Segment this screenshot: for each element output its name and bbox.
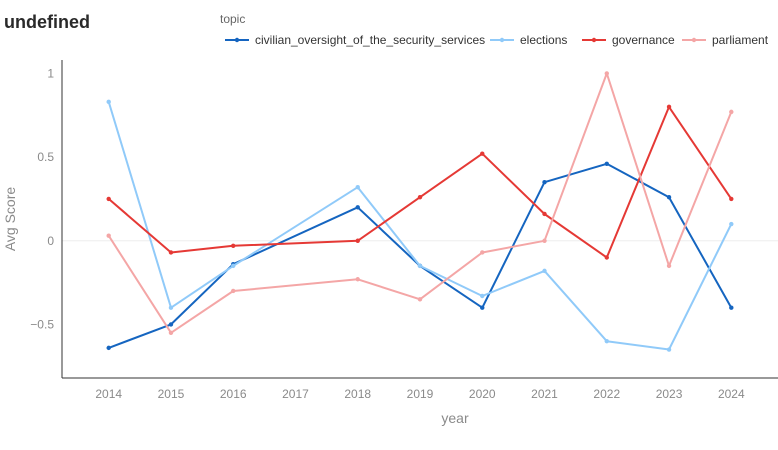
data-point-2-9[interactable] (729, 196, 734, 202)
x-tick-label-2: 2016 (220, 387, 247, 401)
legend-item-1[interactable]: elections (490, 33, 567, 47)
data-point-0-5[interactable] (480, 305, 485, 310)
data-point-3-0[interactable] (106, 233, 111, 238)
x-tick-label-5: 2019 (407, 387, 434, 401)
data-point-1-7[interactable] (604, 338, 609, 344)
data-point-3-5[interactable] (480, 250, 485, 255)
legend-label-2: governance (612, 33, 675, 47)
legend-label-1: elections (520, 33, 567, 47)
data-point-3-6[interactable] (542, 238, 547, 243)
data-point-1-9[interactable] (729, 221, 734, 227)
legend-marker-1 (499, 37, 505, 43)
x-tick-label-4: 2018 (344, 387, 371, 401)
series-line-0 (108, 162, 733, 349)
data-point-2-4[interactable] (417, 195, 423, 200)
x-tick-label-10: 2024 (718, 387, 745, 401)
y-tick-label-0: −0.5 (30, 317, 54, 331)
plot-area (62, 71, 778, 352)
series-line-3 (107, 72, 733, 334)
data-point-3-1[interactable] (168, 330, 174, 336)
legend-title: topic (220, 12, 246, 26)
data-point-0-7[interactable] (604, 161, 609, 166)
legend-marker-0 (234, 37, 240, 43)
data-point-2-1[interactable] (168, 250, 174, 255)
data-point-1-0[interactable] (106, 99, 111, 105)
series-line-2 (108, 105, 733, 259)
data-point-2-6[interactable] (542, 211, 547, 217)
data-point-3-9[interactable] (729, 109, 734, 115)
x-tick-label-8: 2022 (593, 387, 620, 401)
legend-item-3[interactable]: parliament (682, 33, 769, 47)
data-point-2-5[interactable] (480, 151, 485, 156)
data-point-2-7[interactable] (604, 255, 609, 260)
data-point-1-3[interactable] (355, 185, 360, 190)
x-tick-label-0: 2014 (95, 387, 122, 401)
x-axis-label: year (441, 410, 469, 426)
legend-marker-2 (591, 37, 597, 43)
data-point-3-2[interactable] (231, 288, 236, 294)
data-point-1-5[interactable] (480, 293, 485, 299)
series-line-1 (107, 101, 733, 351)
data-point-0-8[interactable] (666, 195, 672, 200)
legend-label-3: parliament (712, 33, 769, 47)
data-point-2-8[interactable] (666, 104, 672, 110)
data-point-1-4[interactable] (417, 263, 423, 269)
data-point-0-3[interactable] (355, 205, 360, 210)
data-point-0-9[interactable] (729, 305, 734, 310)
data-point-3-8[interactable] (666, 263, 672, 269)
x-tick-label-7: 2021 (531, 387, 558, 401)
legend: civilian_oversight_of_the_security_servi… (225, 33, 769, 47)
data-point-1-6[interactable] (542, 268, 547, 274)
data-point-3-4[interactable] (417, 297, 423, 302)
data-point-1-2[interactable] (231, 263, 236, 269)
legend-item-2[interactable]: governance (582, 33, 675, 47)
y-tick-label-3: 1 (47, 66, 54, 80)
chart-title: undefined (4, 12, 90, 32)
legend-item-0[interactable]: civilian_oversight_of_the_security_servi… (225, 33, 485, 47)
axes: 2014 2015 2016 2017 2018 2019 2020 2021 2022 2023… (2, 60, 778, 426)
y-axis-label: Avg Score (2, 187, 18, 252)
x-tick-label-1: 2015 (158, 387, 185, 401)
y-tick-label-1: 0 (47, 234, 54, 248)
data-point-0-0[interactable] (106, 345, 111, 351)
data-point-2-2[interactable] (231, 243, 236, 248)
y-tick-label-2: 0.5 (37, 150, 54, 164)
x-tick-label-9: 2023 (656, 387, 683, 401)
data-point-0-6[interactable] (542, 179, 547, 185)
data-point-3-7[interactable] (604, 71, 609, 76)
legend-label-0: civilian_oversight_of_the_security_servi… (255, 33, 485, 47)
data-point-2-3[interactable] (355, 238, 360, 243)
legend-marker-3 (691, 37, 697, 43)
data-point-1-8[interactable] (666, 347, 672, 352)
x-tick-label-3: 2017 (282, 387, 309, 401)
data-point-3-3[interactable] (355, 277, 360, 282)
data-point-0-1[interactable] (168, 322, 174, 327)
data-point-2-0[interactable] (106, 196, 111, 202)
data-point-1-1[interactable] (168, 305, 174, 310)
x-tick-label-6: 2020 (469, 387, 496, 401)
